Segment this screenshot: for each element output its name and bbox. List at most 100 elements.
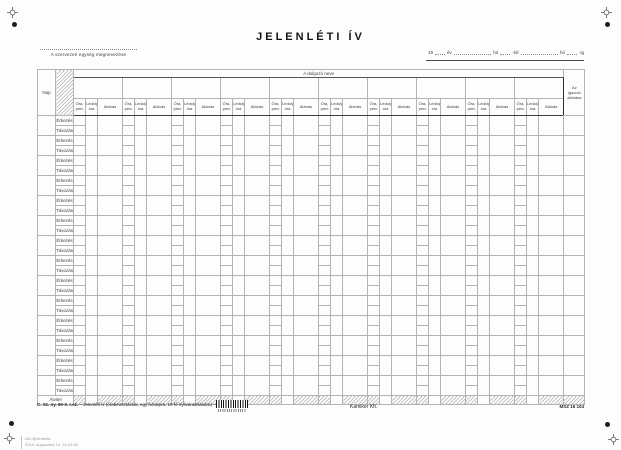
date-month-label-2: hó [559,50,565,55]
worked-hours-cell [281,355,294,376]
worked-hours-cell [477,315,490,336]
departure-time-cell [465,205,478,216]
signature-cell [195,295,221,316]
arrival-time-cell [171,335,184,346]
signature-cell [293,135,319,156]
worked-hours-cell [232,335,245,356]
worked-hours-cell [85,175,98,196]
departure-time-cell [269,345,282,356]
departure-time-cell [367,285,380,296]
date-month-label: hó [493,50,499,55]
registration-crosshair-icon [601,7,612,18]
worked-hours-cell [183,175,196,196]
signature-cell [195,335,221,356]
departure-time-cell [122,325,135,336]
worked-hours-cell [330,295,343,316]
arrival-time-cell [367,375,380,386]
signature-cell [342,375,368,396]
arrival-time-cell [465,355,478,366]
worked-hours-cell [330,255,343,276]
signature-cell [97,235,123,256]
signature-cell [489,335,515,356]
arrival-time-cell [171,155,184,166]
worked-hours-cell [232,235,245,256]
arrival-time-cell [514,175,527,186]
arrival-time-cell [465,255,478,266]
signature-cell [293,155,319,176]
departure-time-cell [171,385,184,396]
signature-cell [342,215,368,236]
worked-hours-cell [281,155,294,176]
signature-cell [244,335,270,356]
employee-name-cell [220,77,270,99]
worked-hours-cell [232,275,245,296]
arrival-time-cell [367,315,380,326]
worked-hours-cell [85,375,98,396]
departure-time-cell [318,325,331,336]
unit-name-write-line [40,49,137,52]
worked-hours-cell [330,135,343,156]
departure-time-cell [318,365,331,376]
day-number-cell [37,255,56,276]
worked-hours-cell [330,335,343,356]
worked-hours-cell [134,215,147,236]
worked-hours-cell [379,195,392,216]
signature-cell [342,175,368,196]
arrival-time-cell [122,155,135,166]
arrival-time-cell [514,235,527,246]
worked-hours-cell [232,135,245,156]
worked-hours-cell [281,135,294,156]
worked-hours-cell [134,195,147,216]
worked-hours-subheader: Ledolg. óra [232,98,245,116]
arrival-time-cell [318,195,331,206]
arrival-time-cell [416,315,429,326]
arrival-time-cell [416,195,429,206]
worked-hours-cell [85,295,98,316]
worked-hours-cell [477,235,490,256]
signature-cell [440,335,466,356]
signature-cell [342,355,368,376]
row-label-departure: Távozás [55,205,74,216]
departure-time-cell [171,205,184,216]
worked-hours-cell [134,275,147,296]
departure-time-cell [514,165,527,176]
worked-hours-cell [183,135,196,156]
departure-time-cell [122,185,135,196]
arrival-time-cell [465,155,478,166]
arrival-time-cell [269,235,282,246]
arrival-time-cell [416,375,429,386]
departure-time-cell [514,185,527,196]
arrival-time-cell [269,355,282,366]
arrival-time-cell [171,315,184,326]
worked-hours-cell [477,375,490,396]
day-number-cell [37,355,56,376]
signature-cell [244,315,270,336]
signature-cell [489,315,515,336]
day-number-cell [37,215,56,236]
row-label-departure: Távozás [55,385,74,396]
verifier-cell [563,115,586,136]
departure-time-cell [416,205,429,216]
print-job-timestamp: 2014. augusztus 14. 14:20:36 [25,442,78,448]
arrival-time-cell [269,295,282,306]
departure-time-cell [73,265,86,276]
worked-hours-cell [526,255,539,276]
worked-hours-cell [379,355,392,376]
signature-subheader: Aláírás [244,98,270,116]
departure-time-cell [73,125,86,136]
worked-hours-cell [526,335,539,356]
arrival-time-cell [73,355,86,366]
signature-cell [537,195,565,216]
time-subheader: Óra, perc [465,98,478,116]
departure-time-cell [318,185,331,196]
worked-hours-cell [134,255,147,276]
signature-cell [391,155,417,176]
arrival-time-cell [171,375,184,386]
worked-hours-cell [281,375,294,396]
departure-time-cell [367,245,380,256]
departure-time-cell [465,385,478,396]
arrival-time-cell [318,255,331,266]
worked-hours-cell [526,295,539,316]
departure-time-cell [318,165,331,176]
arrival-time-cell [416,335,429,346]
